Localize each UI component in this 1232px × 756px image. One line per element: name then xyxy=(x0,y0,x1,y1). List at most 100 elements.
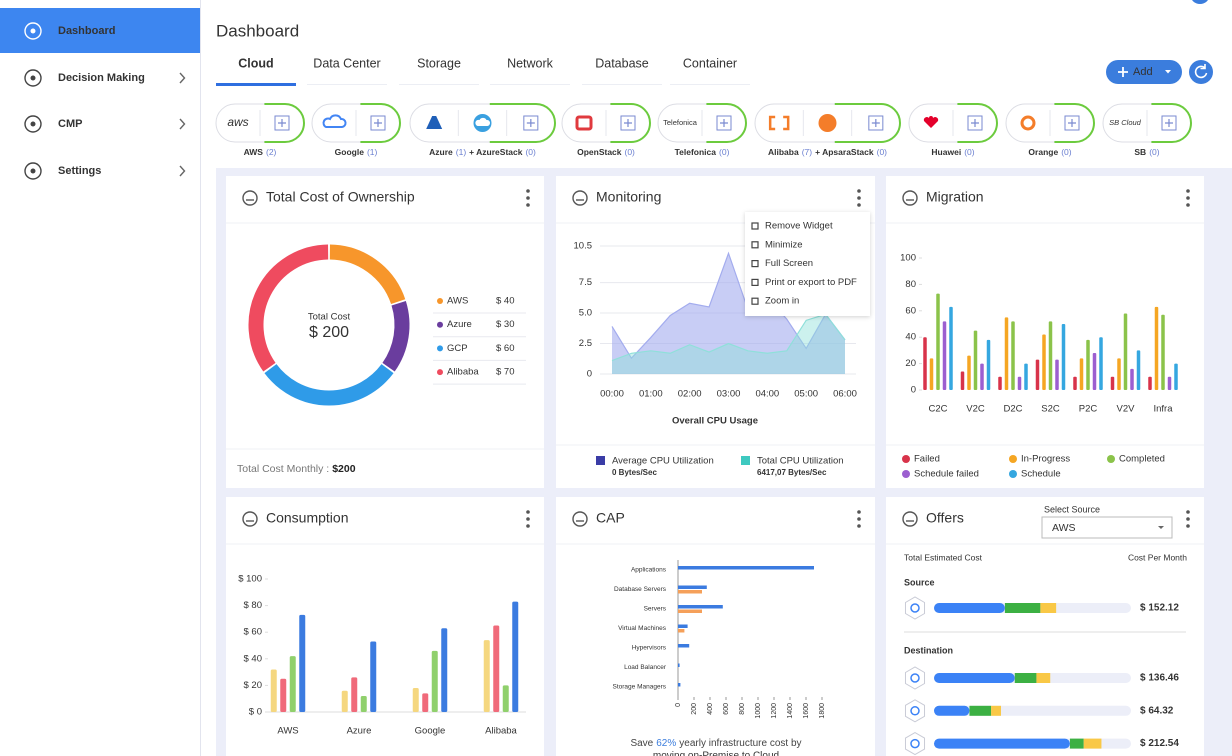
provider-logo: aws xyxy=(227,115,248,129)
bar xyxy=(967,355,971,390)
provider-add[interactable] xyxy=(620,115,636,131)
nav-label[interactable]: Settings xyxy=(58,165,101,177)
provider-count: (7) xyxy=(802,147,813,157)
provider-logo: SB Cloud xyxy=(1109,118,1142,127)
bar xyxy=(1035,359,1040,390)
select-label: Select Source xyxy=(1044,504,1100,514)
tab[interactable]: Database xyxy=(582,56,662,85)
provider-status-arc xyxy=(489,103,556,143)
provider-hex-dot xyxy=(910,738,920,749)
add-button[interactable]: Add xyxy=(1106,60,1182,84)
bar xyxy=(923,337,927,390)
menu-item-label[interactable]: Zoom in xyxy=(765,296,799,307)
menu-item[interactable]: Zoom in xyxy=(751,296,799,307)
tab-label[interactable]: Storage xyxy=(417,56,461,70)
provider-add[interactable] xyxy=(370,115,386,131)
provider-add[interactable] xyxy=(1064,115,1080,131)
menu-item[interactable]: Print or export to PDF xyxy=(751,277,857,288)
y-tick-label: 10.5 xyxy=(574,241,593,252)
nav-label[interactable]: CMP xyxy=(58,118,82,130)
x-tick-label: D2C xyxy=(1003,404,1022,415)
tab[interactable]: Data Center xyxy=(307,56,387,85)
provider-label: OpenStack (0) xyxy=(577,147,635,157)
donut-segment xyxy=(248,244,329,372)
tab[interactable]: Cloud xyxy=(216,56,296,86)
nav-chevron xyxy=(179,118,186,130)
source-select[interactable]: AWS xyxy=(1041,516,1173,539)
tab-label[interactable]: Container xyxy=(683,56,737,70)
bar xyxy=(1099,337,1103,390)
tab[interactable]: Container xyxy=(670,56,750,85)
menu-item-label[interactable]: Print or export to PDF xyxy=(765,277,857,288)
widget-menu-button[interactable] xyxy=(857,189,861,207)
provider-add[interactable] xyxy=(274,115,290,131)
provider-icon xyxy=(923,116,939,128)
kebab-dot xyxy=(1186,203,1190,207)
nav-label[interactable]: Dashboard xyxy=(58,25,115,37)
provider-label: Orange (0) xyxy=(1028,147,1071,157)
menu-item[interactable]: Remove Widget xyxy=(751,221,833,232)
bar xyxy=(678,624,688,628)
legend-label: Failed xyxy=(914,454,940,465)
provider-name: Orange xyxy=(1028,147,1058,157)
provider-hex-icon xyxy=(904,666,926,690)
cost-bar-segment xyxy=(969,705,992,716)
legend-label: Alibaba xyxy=(447,367,479,378)
refresh-button[interactable] xyxy=(1189,60,1213,84)
widget-menu-button[interactable] xyxy=(526,510,530,528)
avatar[interactable] xyxy=(1190,0,1210,4)
bar xyxy=(678,566,814,570)
provider-add[interactable] xyxy=(716,115,732,131)
nav-item[interactable]: CMP xyxy=(24,115,186,133)
menu-item-label[interactable]: Remove Widget xyxy=(765,221,833,232)
tab-label[interactable]: Cloud xyxy=(238,56,273,70)
kebab-dot xyxy=(1186,517,1190,521)
provider-label: Alibaba (7) + ApsaraStack (0) xyxy=(768,147,887,157)
bar xyxy=(1174,363,1178,390)
legend-value: $ 40 xyxy=(496,296,515,307)
provider-icon xyxy=(322,114,347,128)
legend-label: Average CPU Utilization xyxy=(612,456,714,467)
x-tick-label: 1000 xyxy=(755,703,762,719)
provider-icon xyxy=(426,116,443,129)
provider-add[interactable] xyxy=(967,115,983,131)
menu-item-label[interactable]: Minimize xyxy=(765,239,802,250)
add-plus-icon xyxy=(1118,67,1128,77)
tab-active-bar xyxy=(216,83,296,86)
bar xyxy=(422,693,429,712)
menu-item[interactable]: Minimize xyxy=(751,239,802,250)
widget-menu-button[interactable] xyxy=(1186,510,1190,528)
x-tick-label: Google xyxy=(415,726,446,737)
nav-item[interactable]: Decision Making xyxy=(24,69,186,87)
widget-menu-button[interactable] xyxy=(526,189,530,207)
bar xyxy=(370,641,377,712)
menu-item[interactable]: Full Screen xyxy=(751,258,813,269)
add-label[interactable]: Add xyxy=(1133,66,1153,78)
nav-label[interactable]: Decision Making xyxy=(58,72,145,84)
y-tick-label: Database Servers xyxy=(614,586,667,593)
nav-item[interactable]: Settings xyxy=(24,162,186,180)
menu-item-label[interactable]: Full Screen xyxy=(765,258,813,269)
legend-dot xyxy=(902,455,910,463)
y-tick-label: Servers xyxy=(644,606,667,613)
provider-add[interactable] xyxy=(1161,115,1177,131)
provider-add[interactable] xyxy=(868,115,884,131)
bar xyxy=(1017,376,1022,390)
select-value[interactable]: AWS xyxy=(1052,522,1076,534)
nav-item[interactable]: Dashboard xyxy=(0,8,200,53)
tab-label[interactable]: Database xyxy=(595,56,649,70)
tab-underline xyxy=(307,84,387,85)
bar xyxy=(973,330,978,390)
tab-label[interactable]: Data Center xyxy=(313,56,380,70)
tab-label[interactable]: Network xyxy=(507,56,554,70)
legend-dot xyxy=(437,369,443,376)
bar xyxy=(1136,350,1141,390)
sidebar: Dashboard Decision Making CMP Settings xyxy=(0,0,201,756)
tab[interactable]: Storage xyxy=(399,56,479,85)
legend-dot xyxy=(1009,470,1017,478)
provider-label: SB (0) xyxy=(1134,147,1159,157)
widget-menu-button[interactable] xyxy=(1186,189,1190,207)
widget-menu-button[interactable] xyxy=(857,510,861,528)
tab[interactable]: Network xyxy=(490,56,570,85)
provider-add[interactable] xyxy=(523,115,539,131)
